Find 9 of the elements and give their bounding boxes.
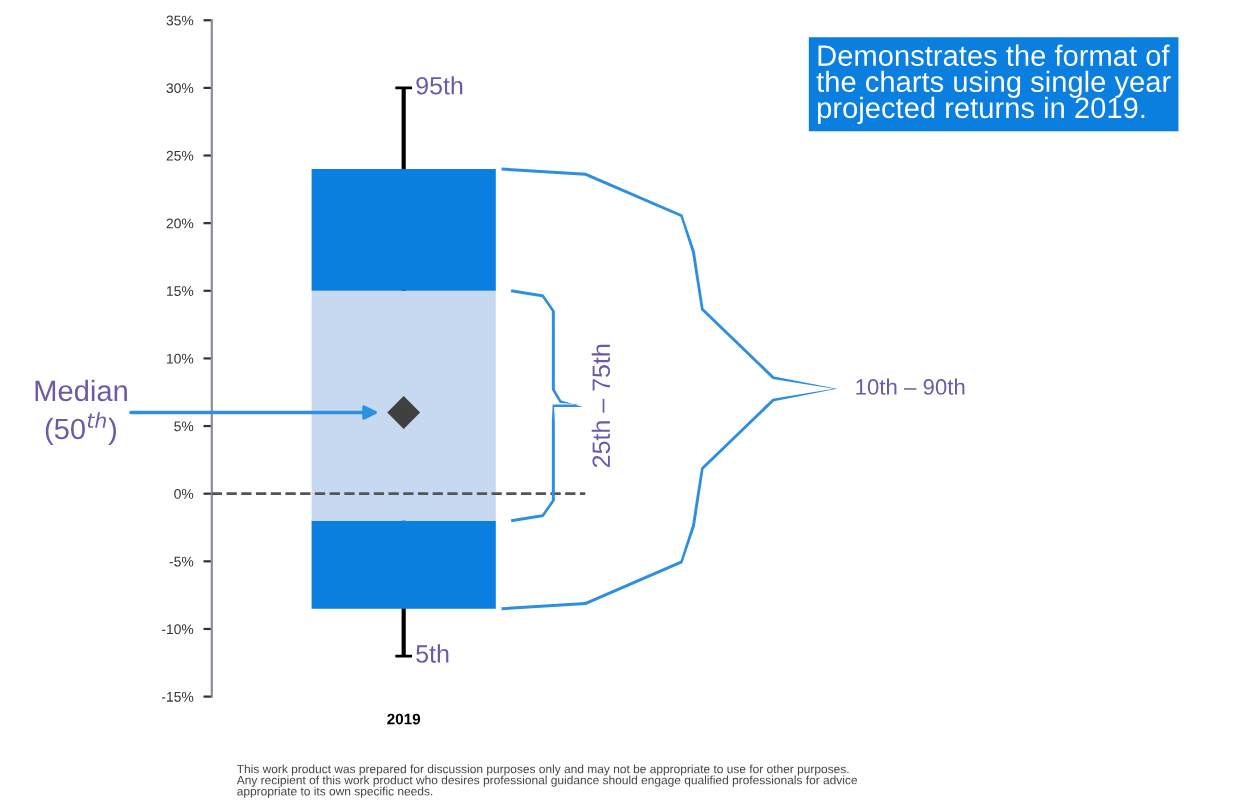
bar bbox=[311, 290, 496, 521]
annotation: 5th bbox=[416, 644, 449, 663]
text: Median (50$^{th}$) bbox=[35, 379, 127, 446]
text: 10th – 90th bbox=[856, 378, 965, 395]
text: Demonstrates the format of the charts using single year projected returns in 2019. bbox=[816, 44, 1171, 124]
annotation: 95th bbox=[416, 76, 463, 95]
text: 25th – 75th bbox=[591, 344, 611, 468]
bar bbox=[311, 520, 496, 609]
bar bbox=[311, 169, 496, 291]
